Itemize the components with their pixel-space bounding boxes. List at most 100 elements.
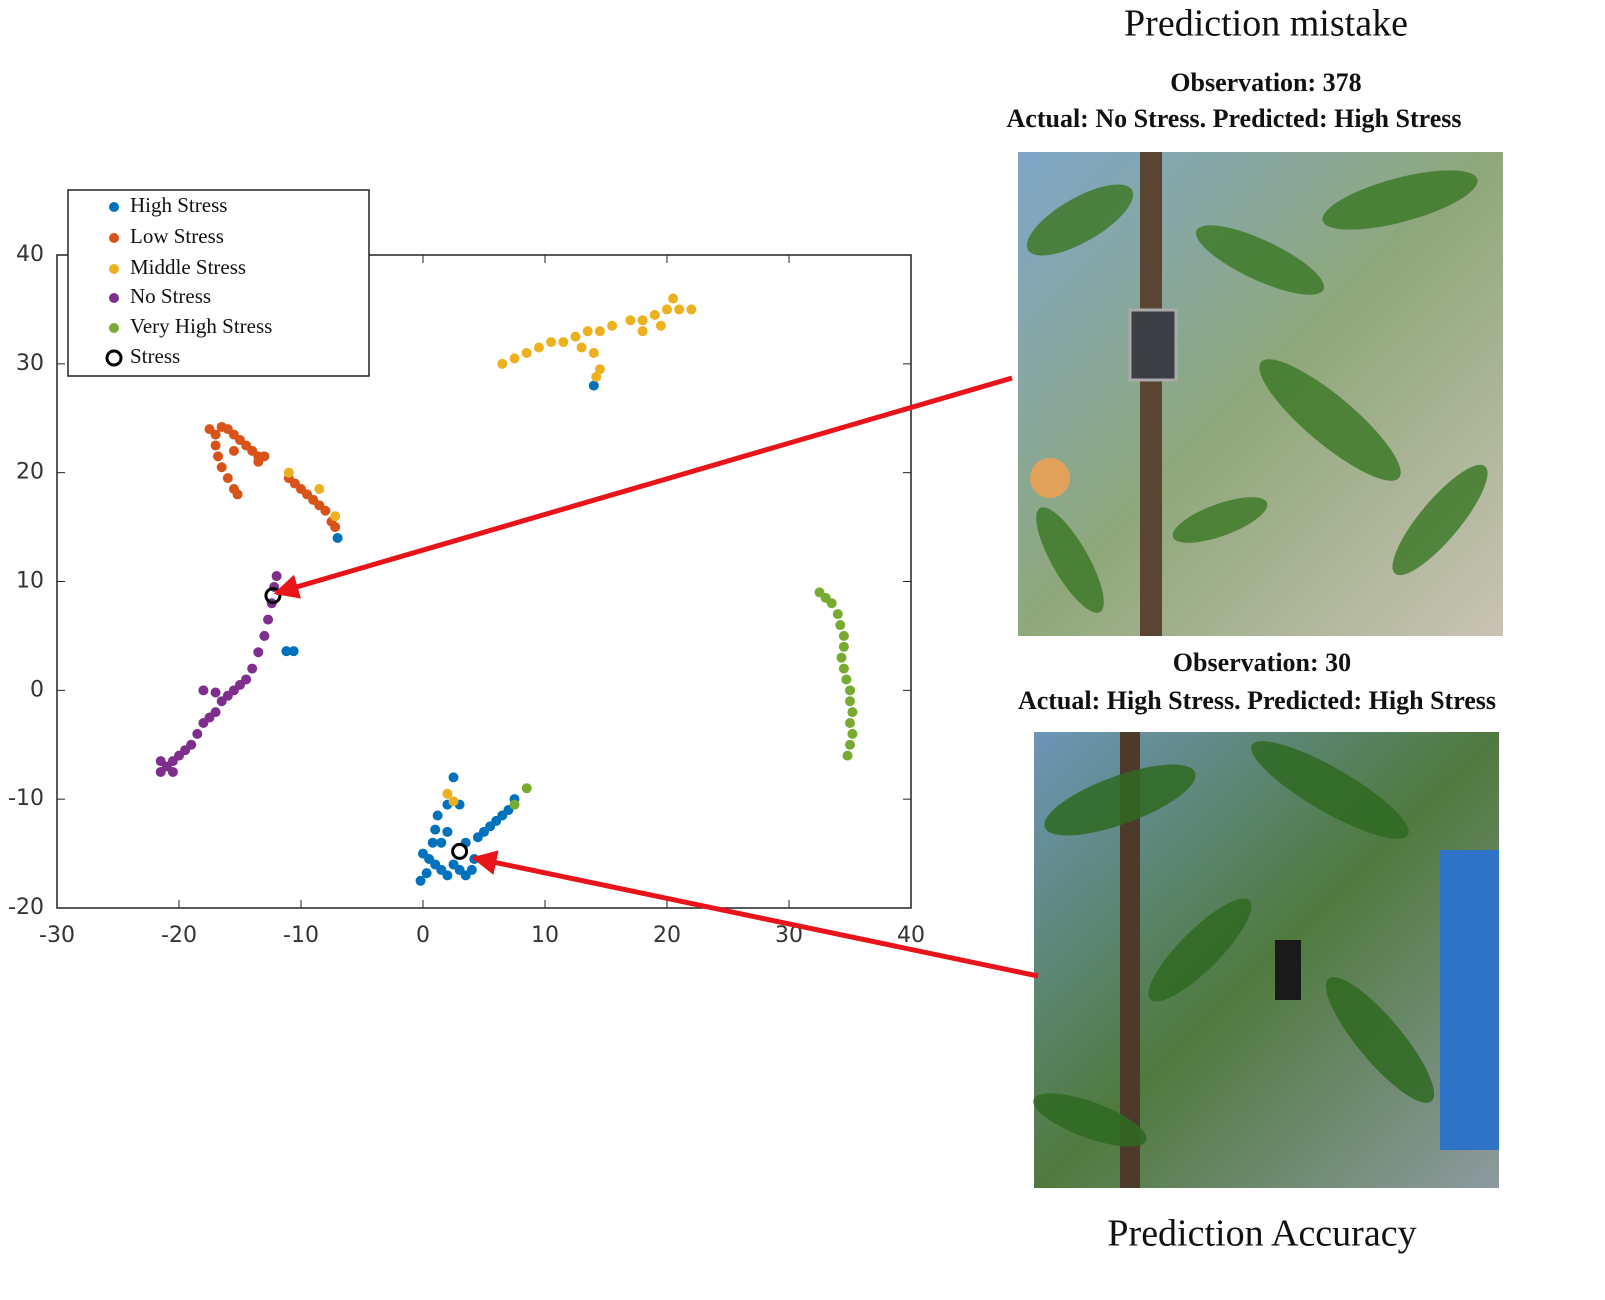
point [281, 646, 292, 657]
legend-marker [105, 349, 123, 367]
point [288, 646, 299, 657]
point [509, 353, 520, 364]
point [210, 440, 221, 451]
point [213, 451, 224, 462]
point [332, 532, 343, 543]
point [841, 674, 852, 685]
point [497, 358, 508, 369]
point [588, 347, 599, 358]
x-tick-label: -20 [161, 923, 197, 948]
point [330, 511, 341, 522]
legend: High Stress Low Stress Middle Stress No Str… [105, 193, 272, 368]
point [247, 663, 258, 674]
point [222, 473, 233, 484]
legend-label: Stress [130, 344, 180, 368]
point [594, 364, 605, 375]
legend-label: No Stress [130, 284, 211, 308]
point [432, 810, 443, 821]
photo-accuracy [1033, 732, 1499, 1188]
point [320, 505, 331, 516]
point [847, 707, 858, 718]
point [198, 685, 209, 696]
point [167, 766, 178, 777]
point [442, 788, 453, 799]
point [668, 293, 679, 304]
photo-mistake [1018, 152, 1503, 636]
point [836, 652, 847, 663]
point [259, 630, 270, 641]
point [655, 320, 666, 331]
point [253, 456, 264, 467]
arrow [471, 850, 1039, 979]
point [826, 598, 837, 609]
point [442, 870, 453, 881]
annotation: Prediction mistake [1124, 3, 1408, 45]
point [228, 445, 239, 456]
point [582, 326, 593, 337]
point [415, 875, 426, 886]
point [430, 824, 441, 835]
annotation: Prediction Accuracy [1107, 1213, 1416, 1255]
x-tick-label: 20 [653, 923, 681, 948]
point [448, 772, 459, 783]
point [607, 320, 618, 331]
annotation: Observation: 30 [1173, 648, 1351, 677]
arrow [273, 375, 1013, 599]
point [588, 380, 599, 391]
annotation: Observation: 378 [1170, 68, 1361, 97]
point [186, 739, 197, 750]
legend-marker [109, 202, 119, 212]
point [442, 826, 453, 837]
point [521, 783, 532, 794]
point [216, 462, 227, 473]
point [546, 337, 557, 348]
legend-marker [109, 264, 119, 274]
point [845, 685, 855, 696]
point [263, 614, 274, 625]
annotation: Actual: No Stress. Predicted: High Stres… [1007, 104, 1462, 133]
point [253, 647, 264, 658]
point [674, 304, 685, 315]
point [847, 728, 858, 739]
annotations: Prediction mistake Observation: 378 Actual… [1007, 3, 1497, 1255]
point [686, 304, 697, 315]
point [558, 337, 569, 348]
point [430, 859, 441, 870]
point [283, 467, 294, 478]
legend-label: Middle Stress [130, 255, 246, 279]
legend-label: High Stress [130, 193, 227, 217]
point [838, 630, 849, 641]
y-tick-label: 0 [30, 677, 44, 702]
point [418, 848, 428, 859]
x-tick-label: -10 [283, 923, 319, 948]
point [448, 796, 459, 807]
point [436, 837, 447, 848]
point [427, 837, 438, 848]
point [649, 309, 660, 320]
point [842, 750, 853, 761]
point [576, 342, 587, 353]
legend-marker [109, 323, 119, 333]
annotation: Actual: High Stress. Predicted: High Str… [1018, 686, 1496, 715]
x-tick-label: 0 [416, 923, 430, 948]
point [232, 489, 243, 500]
point [466, 864, 477, 875]
point [637, 315, 648, 326]
point [845, 739, 855, 750]
point [155, 756, 166, 767]
point [662, 304, 672, 315]
point [509, 799, 520, 810]
legend-marker [109, 293, 119, 303]
point [210, 429, 221, 440]
point [210, 687, 221, 698]
legend-label: Very High Stress [130, 314, 272, 338]
x-tick-label: 10 [531, 923, 559, 948]
point [594, 326, 605, 337]
y-tick-label: 20 [16, 460, 44, 485]
point [533, 342, 544, 353]
point [570, 331, 581, 342]
y-tick-label: -20 [8, 895, 44, 920]
